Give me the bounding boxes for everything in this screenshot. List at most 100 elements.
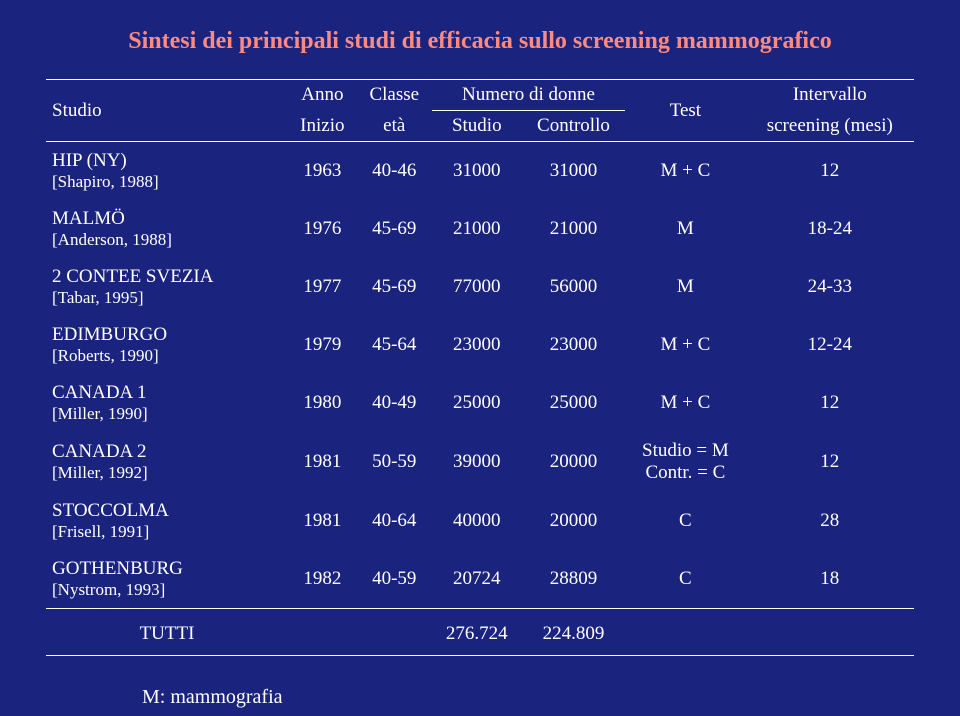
cell-int: 12-24 (746, 316, 914, 374)
cell-int: 18 (746, 550, 914, 609)
study-cell: CANADA 2[Miller, 1992] (46, 432, 288, 492)
cell-nc: 21000 (522, 200, 625, 258)
cell-eta: 45-64 (357, 316, 432, 374)
totals-nc: 224.809 (522, 609, 625, 656)
totals-blank (357, 609, 432, 656)
cell-test: M (625, 258, 745, 316)
cell-eta: 45-69 (357, 200, 432, 258)
cell-anno: 1977 (288, 258, 357, 316)
study-cell: HIP (NY)[Shapiro, 1988] (46, 142, 288, 201)
legend-m: M: mammografia (142, 684, 914, 711)
study-name: CANADA 2 (52, 441, 282, 463)
cell-nc: 31000 (522, 142, 625, 201)
table-row: 2 CONTEE SVEZIA[Tabar, 1995]197745-69770… (46, 258, 914, 316)
study-cell: STOCCOLMA[Frisell, 1991] (46, 492, 288, 550)
slide: Sintesi dei principali studi di efficaci… (0, 0, 960, 716)
table-row: GOTHENBURG[Nystrom, 1993]198240-59207242… (46, 550, 914, 609)
cell-eta: 40-59 (357, 550, 432, 609)
cell-anno: 1979 (288, 316, 357, 374)
cell-test: M + C (625, 142, 745, 201)
cell-eta: 40-64 (357, 492, 432, 550)
col-num-s: Studio (432, 111, 522, 142)
cell-nc: 56000 (522, 258, 625, 316)
studies-table: Studio Anno Classe Numero di donne Test … (46, 79, 914, 656)
study-name: MALMÖ (52, 208, 282, 230)
study-cell: CANADA 1[Miller, 1990] (46, 374, 288, 432)
cell-test: C (625, 492, 745, 550)
cell-test: Studio = M Contr. = C (625, 432, 745, 492)
study-ref: [Nystrom, 1993] (52, 580, 282, 600)
study-name: CANADA 1 (52, 382, 282, 404)
cell-int: 12 (746, 374, 914, 432)
col-int-2: screening (mesi) (746, 111, 914, 142)
cell-ns: 25000 (432, 374, 522, 432)
study-cell: GOTHENBURG[Nystrom, 1993] (46, 550, 288, 609)
cell-nc: 25000 (522, 374, 625, 432)
cell-anno: 1981 (288, 492, 357, 550)
col-classe-2: età (357, 111, 432, 142)
totals-ns: 276.724 (432, 609, 522, 656)
cell-int: 28 (746, 492, 914, 550)
cell-ns: 40000 (432, 492, 522, 550)
table-row: EDIMBURGO[Roberts, 1990]197945-642300023… (46, 316, 914, 374)
col-num-c: Controllo (522, 111, 625, 142)
cell-int: 12 (746, 432, 914, 492)
study-name: HIP (NY) (52, 150, 282, 172)
col-classe-1: Classe (357, 80, 432, 111)
col-anno-1: Anno (288, 80, 357, 111)
study-ref: [Miller, 1990] (52, 404, 282, 424)
cell-ns: 20724 (432, 550, 522, 609)
slide-title: Sintesi dei principali studi di efficaci… (46, 28, 914, 55)
totals-blank (746, 609, 914, 656)
cell-test: M + C (625, 316, 745, 374)
study-name: 2 CONTEE SVEZIA (52, 266, 282, 288)
study-cell: EDIMBURGO[Roberts, 1990] (46, 316, 288, 374)
table-row: STOCCOLMA[Frisell, 1991]198140-644000020… (46, 492, 914, 550)
study-name: GOTHENBURG (52, 558, 282, 580)
cell-int: 24-33 (746, 258, 914, 316)
cell-ns: 21000 (432, 200, 522, 258)
cell-anno: 1980 (288, 374, 357, 432)
cell-int: 18-24 (746, 200, 914, 258)
table-row: CANADA 1[Miller, 1990]198040-49250002500… (46, 374, 914, 432)
col-studio: Studio (46, 80, 288, 142)
study-name: STOCCOLMA (52, 500, 282, 522)
study-ref: [Frisell, 1991] (52, 522, 282, 542)
cell-nc: 20000 (522, 432, 625, 492)
cell-eta: 50-59 (357, 432, 432, 492)
col-test: Test (625, 80, 745, 142)
cell-int: 12 (746, 142, 914, 201)
cell-ns: 77000 (432, 258, 522, 316)
study-ref: [Anderson, 1988] (52, 230, 282, 250)
cell-nc: 23000 (522, 316, 625, 374)
study-ref: [Shapiro, 1988] (52, 172, 282, 192)
cell-nc: 20000 (522, 492, 625, 550)
col-int-1: Intervallo (746, 80, 914, 111)
study-cell: MALMÖ[Anderson, 1988] (46, 200, 288, 258)
cell-test: M + C (625, 374, 745, 432)
cell-anno: 1976 (288, 200, 357, 258)
table-body: HIP (NY)[Shapiro, 1988]196340-4631000310… (46, 142, 914, 609)
study-cell: 2 CONTEE SVEZIA[Tabar, 1995] (46, 258, 288, 316)
cell-eta: 40-46 (357, 142, 432, 201)
table-header: Studio Anno Classe Numero di donne Test … (46, 80, 914, 142)
study-ref: [Miller, 1992] (52, 463, 282, 483)
cell-test: M (625, 200, 745, 258)
cell-anno: 1963 (288, 142, 357, 201)
totals-label: TUTTI (46, 609, 288, 656)
cell-ns: 31000 (432, 142, 522, 201)
cell-nc: 28809 (522, 550, 625, 609)
cell-eta: 45-69 (357, 258, 432, 316)
totals-blank (288, 609, 357, 656)
col-num-top: Numero di donne (432, 80, 625, 111)
table-row: CANADA 2[Miller, 1992]198150-59390002000… (46, 432, 914, 492)
study-ref: [Roberts, 1990] (52, 346, 282, 366)
col-anno-2: Inizio (288, 111, 357, 142)
cell-ns: 39000 (432, 432, 522, 492)
legend: M: mammografia C: esame clinico (46, 684, 914, 716)
cell-anno: 1982 (288, 550, 357, 609)
cell-eta: 40-49 (357, 374, 432, 432)
study-ref: [Tabar, 1995] (52, 288, 282, 308)
table-row: HIP (NY)[Shapiro, 1988]196340-4631000310… (46, 142, 914, 201)
legend-c: C: esame clinico (142, 711, 914, 716)
